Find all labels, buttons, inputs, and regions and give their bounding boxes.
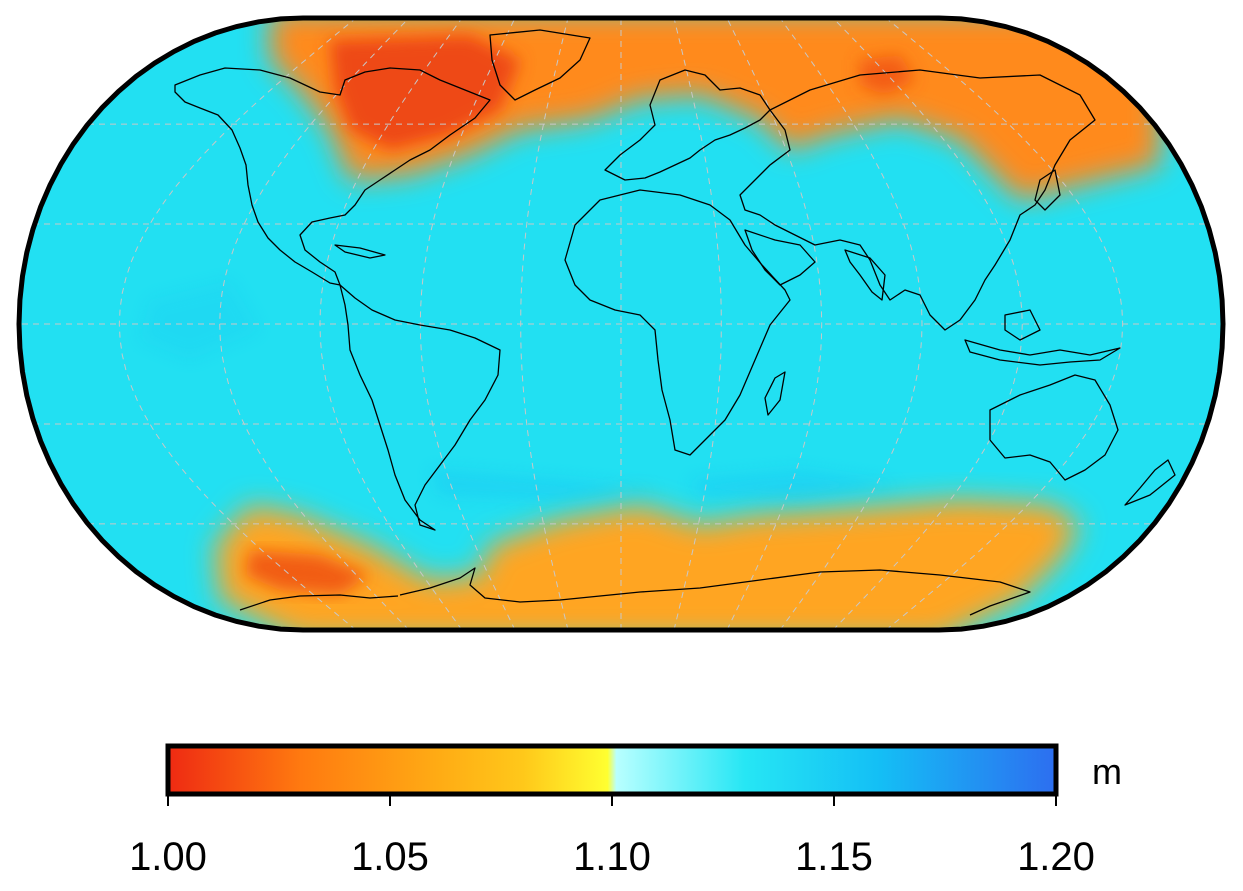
southern-band-anomaly: [215, 500, 1080, 630]
greenland-canada-min: [330, 35, 915, 150]
colorbar-gradient: [168, 746, 1056, 794]
coast-indonesia: [964, 339, 1121, 366]
coast-new-zealand: [1124, 459, 1176, 506]
graticule-meridian: [118, 18, 357, 630]
graticule-meridian: [726, 18, 823, 630]
colorbar-tick-label: 1.00: [129, 835, 207, 879]
colorbar: 1.00 1.05 1.10 1.15 1.20 m: [0, 730, 1243, 886]
coast-antarctic-peninsula: [399, 567, 1031, 616]
colorbar-tick-label: 1.15: [795, 835, 873, 879]
graticule-meridian: [832, 18, 1023, 630]
coastlines: [174, 29, 1176, 616]
coast-asia: [739, 69, 1096, 331]
graticule-meridian: [885, 18, 1124, 630]
coast-india: [844, 249, 886, 301]
colorbar-svg: 1.00 1.05 1.10 1.15 1.20 m: [129, 743, 1122, 879]
graticule-meridian: [419, 18, 516, 630]
coast-borneo: [1004, 309, 1041, 341]
graticule-meridian: [520, 18, 569, 630]
colorbar-unit: m: [1092, 751, 1122, 792]
colorbar-tick-label: 1.10: [573, 835, 651, 879]
colorbar-tick-label: 1.20: [1017, 835, 1095, 879]
coast-north-america: [174, 67, 491, 286]
map-frame: [16, 15, 1226, 633]
coast-australia: [989, 374, 1119, 481]
coast-madagascar: [764, 371, 786, 416]
coast-south-america: [339, 284, 501, 531]
colorbar-ticks: 1.00 1.05 1.10 1.15 1.20: [129, 794, 1095, 879]
coast-arabia: [744, 229, 816, 286]
ocean-streaks: [140, 280, 900, 500]
graticule-meridian: [779, 18, 923, 630]
coast-africa: [564, 189, 791, 456]
world-map: [16, 15, 1226, 633]
coast-greenland: [489, 29, 591, 101]
south-pacific-min: [245, 550, 370, 595]
coast-japan: [1034, 169, 1061, 211]
graticule-meridian: [219, 18, 410, 630]
map-svg: [16, 15, 1226, 633]
graticule-meridian: [319, 18, 463, 630]
graticule: [19, 18, 1223, 630]
coast-antarctica-west: [239, 594, 399, 611]
coast-caribbean: [334, 244, 386, 259]
graticule-meridian: [673, 18, 722, 630]
colorbar-tick-label: 1.05: [351, 835, 429, 879]
